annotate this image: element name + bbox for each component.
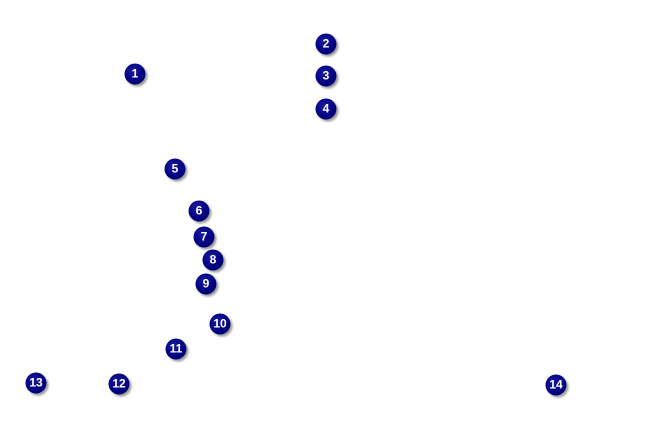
number-marker-1: 1 (124, 63, 146, 85)
number-marker-9: 9 (195, 273, 217, 295)
number-marker-4: 4 (315, 98, 337, 120)
number-marker-12: 12 (108, 373, 130, 395)
number-marker-5: 5 (164, 158, 186, 180)
number-marker-13: 13 (25, 372, 47, 394)
number-marker-10: 10 (209, 313, 231, 335)
number-marker-7: 7 (193, 226, 215, 248)
number-marker-11: 11 (165, 338, 187, 360)
number-marker-2: 2 (315, 33, 337, 55)
number-marker-8: 8 (202, 249, 224, 271)
number-marker-14: 14 (545, 374, 567, 396)
number-marker-3: 3 (315, 65, 337, 87)
number-marker-6: 6 (188, 200, 210, 222)
